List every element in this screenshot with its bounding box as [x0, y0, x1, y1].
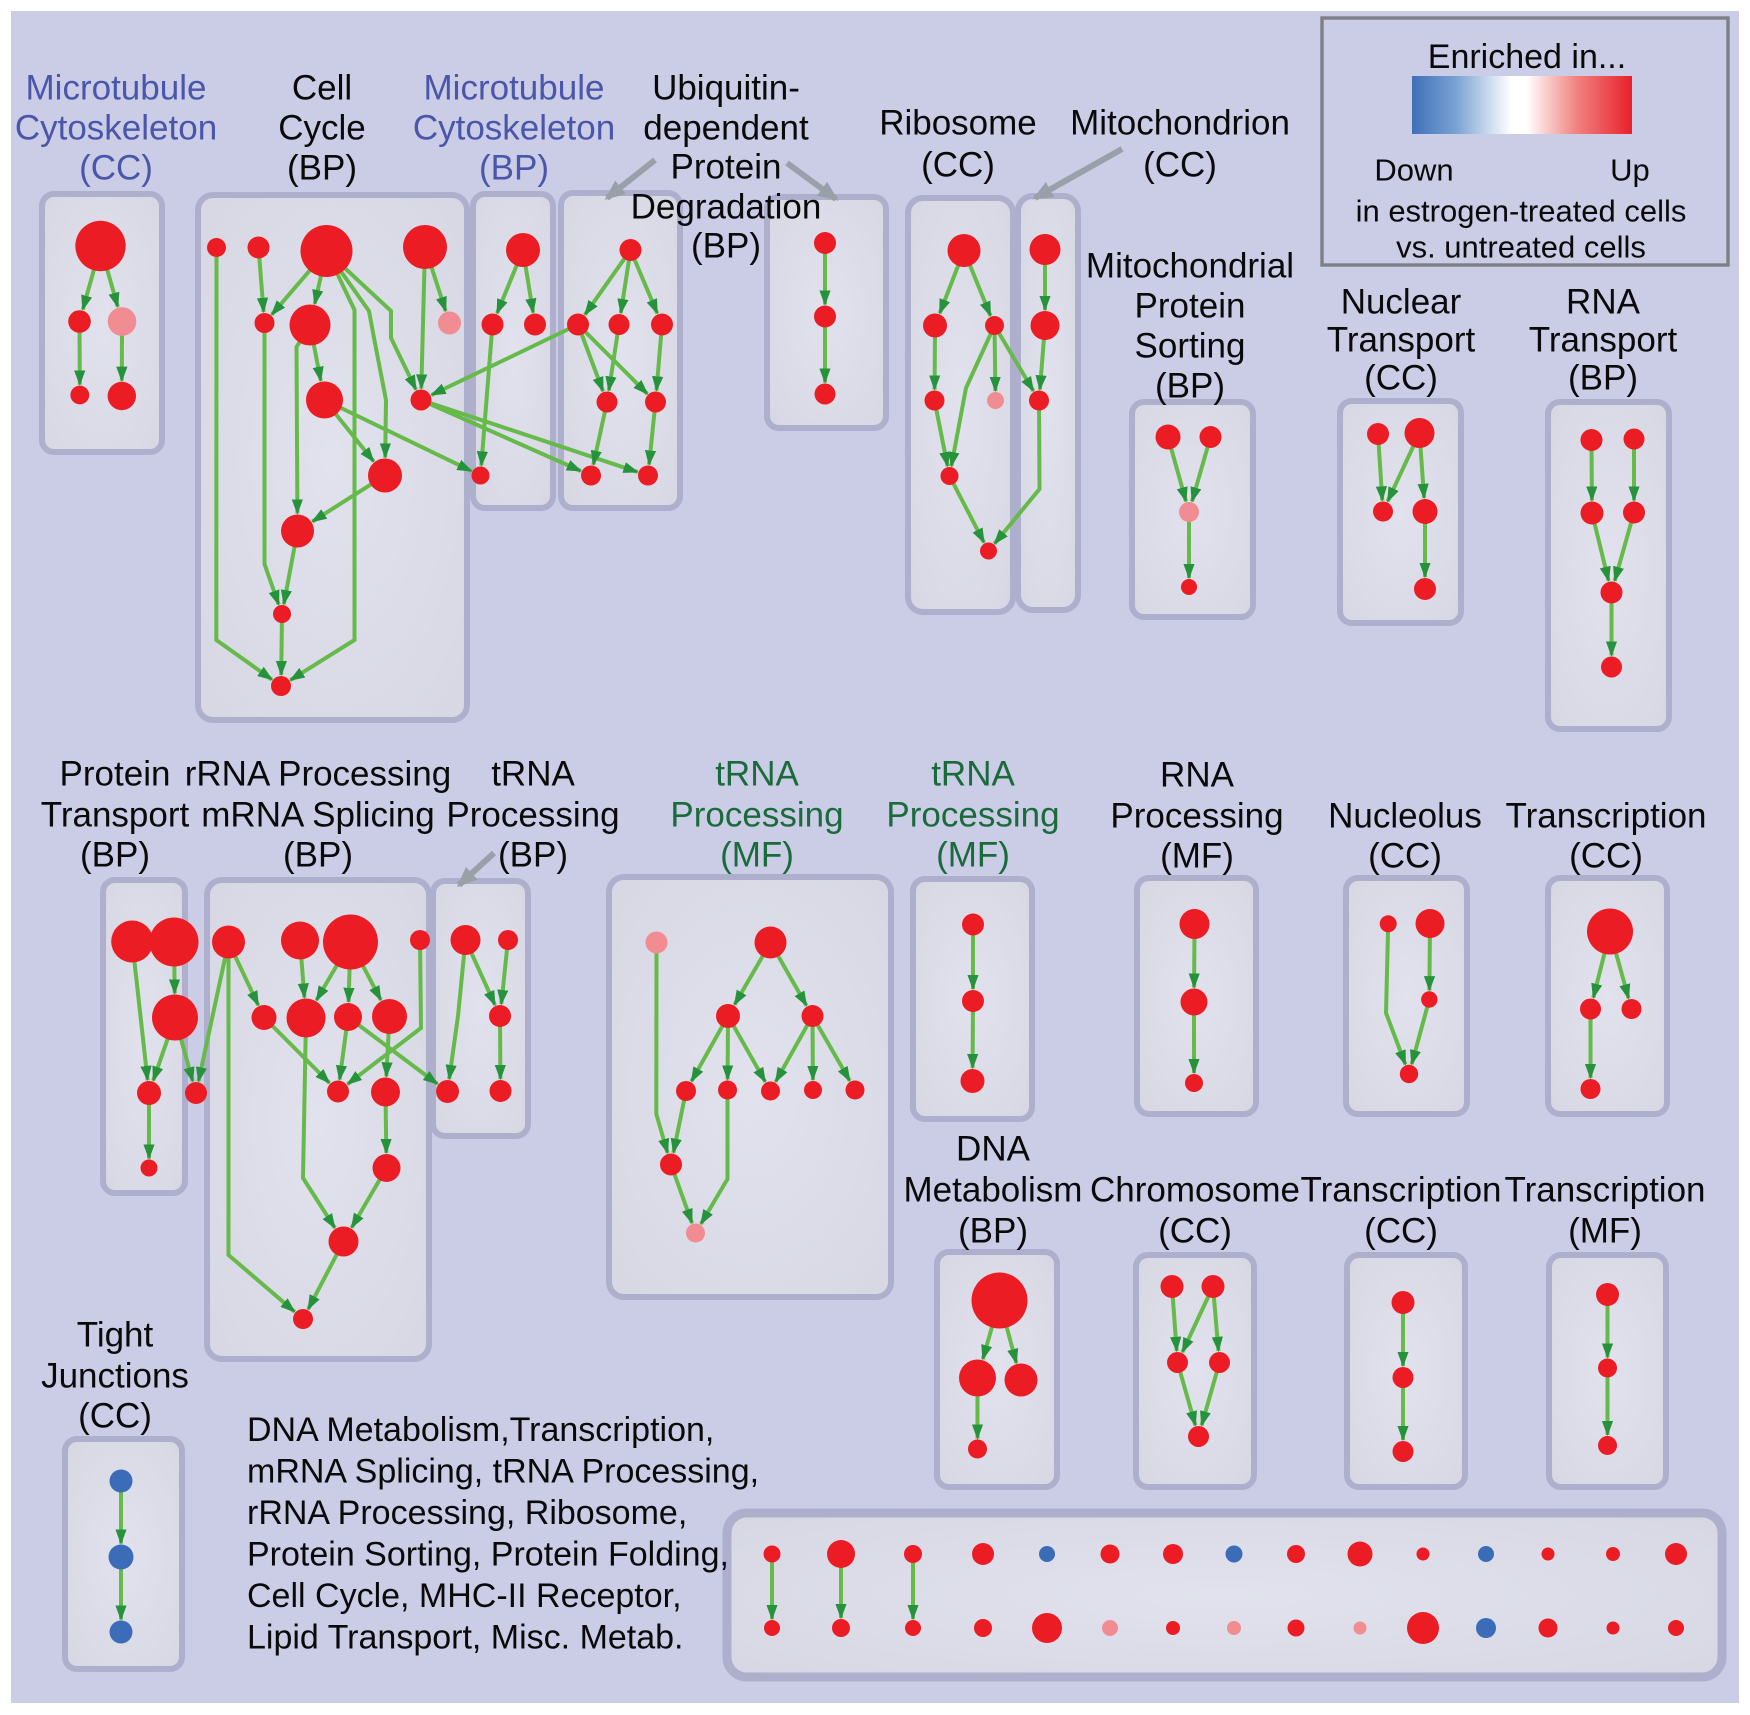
svg-text:(MF): (MF) — [1568, 1212, 1642, 1251]
svg-text:Cell: Cell — [292, 69, 352, 108]
svg-text:Degradation: Degradation — [631, 188, 822, 227]
svg-text:Transport: Transport — [1327, 321, 1476, 360]
svg-text:(MF): (MF) — [936, 836, 1010, 875]
svg-text:Cytoskeleton: Cytoskeleton — [413, 109, 615, 148]
svg-text:Transcription: Transcription — [1506, 797, 1707, 836]
svg-text:tRNA: tRNA — [491, 755, 575, 794]
svg-text:Processing: Processing — [886, 796, 1059, 835]
svg-text:Microtubule: Microtubule — [424, 69, 605, 108]
svg-text:Processing: Processing — [670, 796, 843, 835]
svg-text:(MF): (MF) — [1160, 837, 1234, 876]
svg-text:Microtubule: Microtubule — [26, 69, 207, 108]
svg-text:Protein: Protein — [671, 148, 782, 187]
svg-text:mRNA Splicing, tRNA Processing: mRNA Splicing, tRNA Processing, — [247, 1453, 759, 1491]
svg-text:Down: Down — [1374, 153, 1453, 188]
svg-text:Metabolism: Metabolism — [904, 1171, 1083, 1210]
svg-text:Protein: Protein — [60, 755, 171, 794]
svg-text:Processing: Processing — [1110, 797, 1283, 836]
svg-text:(CC): (CC) — [1143, 146, 1217, 185]
svg-text:tRNA: tRNA — [931, 755, 1015, 794]
svg-text:Cycle: Cycle — [278, 109, 366, 148]
svg-text:Lipid Transport, Misc. Metab.: Lipid Transport, Misc. Metab. — [247, 1619, 684, 1657]
svg-text:Cell Cycle, MHC-II Receptor,: Cell Cycle, MHC-II Receptor, — [247, 1577, 682, 1615]
svg-text:(CC): (CC) — [921, 146, 995, 185]
svg-text:dependent: dependent — [643, 109, 809, 148]
svg-text:Sorting: Sorting — [1135, 327, 1246, 366]
svg-text:Up: Up — [1610, 153, 1650, 188]
svg-text:Ribosome: Ribosome — [879, 104, 1037, 143]
svg-text:RNA: RNA — [1160, 756, 1235, 795]
svg-text:(BP): (BP) — [287, 149, 357, 188]
svg-text:(BP): (BP) — [80, 836, 150, 875]
svg-text:Chromosome: Chromosome — [1090, 1171, 1300, 1210]
svg-text:Mitochondrion: Mitochondrion — [1070, 104, 1290, 143]
svg-text:(MF): (MF) — [720, 836, 794, 875]
svg-text:Junctions: Junctions — [41, 1357, 189, 1396]
svg-text:(BP): (BP) — [691, 227, 761, 266]
svg-text:(BP): (BP) — [283, 836, 353, 875]
svg-text:(CC): (CC) — [1364, 359, 1438, 398]
svg-text:Transcription: Transcription — [1301, 1171, 1502, 1210]
svg-text:(BP): (BP) — [479, 149, 549, 188]
svg-text:(CC): (CC) — [1364, 1212, 1438, 1251]
svg-text:Nucleolus: Nucleolus — [1328, 797, 1482, 836]
svg-text:(BP): (BP) — [1155, 367, 1225, 406]
svg-text:tRNA: tRNA — [715, 755, 799, 794]
svg-text:Transport: Transport — [1529, 321, 1678, 360]
svg-text:Transport: Transport — [41, 796, 190, 835]
svg-text:Nuclear: Nuclear — [1341, 283, 1462, 322]
svg-text:Processing: Processing — [446, 796, 619, 835]
svg-text:Transcription: Transcription — [1505, 1171, 1706, 1210]
svg-text:Protein: Protein — [1135, 287, 1246, 326]
svg-text:(CC): (CC) — [1158, 1212, 1232, 1251]
svg-text:(CC): (CC) — [78, 1397, 152, 1436]
svg-text:(CC): (CC) — [1569, 837, 1643, 876]
svg-text:(BP): (BP) — [1568, 359, 1638, 398]
svg-text:Cytoskeleton: Cytoskeleton — [15, 109, 217, 148]
svg-text:rRNA Processing, Ribosome,: rRNA Processing, Ribosome, — [247, 1494, 687, 1532]
svg-text:vs. untreated cells: vs. untreated cells — [1396, 230, 1646, 265]
svg-text:Enriched in...: Enriched in... — [1428, 38, 1626, 76]
svg-text:Protein Sorting, Protein Foldi: Protein Sorting, Protein Folding, — [247, 1536, 729, 1574]
svg-text:DNA Metabolism,Transcription,: DNA Metabolism,Transcription, — [247, 1411, 714, 1449]
svg-text:RNA: RNA — [1566, 283, 1641, 322]
svg-text:in estrogen-treated cells: in estrogen-treated cells — [1356, 194, 1687, 229]
svg-text:(BP): (BP) — [498, 836, 568, 875]
svg-text:Tight: Tight — [77, 1316, 154, 1355]
svg-text:rRNA Processing: rRNA Processing — [185, 755, 451, 794]
svg-text:mRNA Splicing: mRNA Splicing — [201, 796, 434, 835]
svg-text:Mitochondrial: Mitochondrial — [1086, 247, 1294, 286]
svg-text:(CC): (CC) — [79, 149, 153, 188]
svg-text:(BP): (BP) — [958, 1212, 1028, 1251]
svg-text:(CC): (CC) — [1368, 837, 1442, 876]
svg-text:DNA: DNA — [956, 1130, 1031, 1169]
svg-text:Ubiquitin-: Ubiquitin- — [652, 69, 800, 108]
